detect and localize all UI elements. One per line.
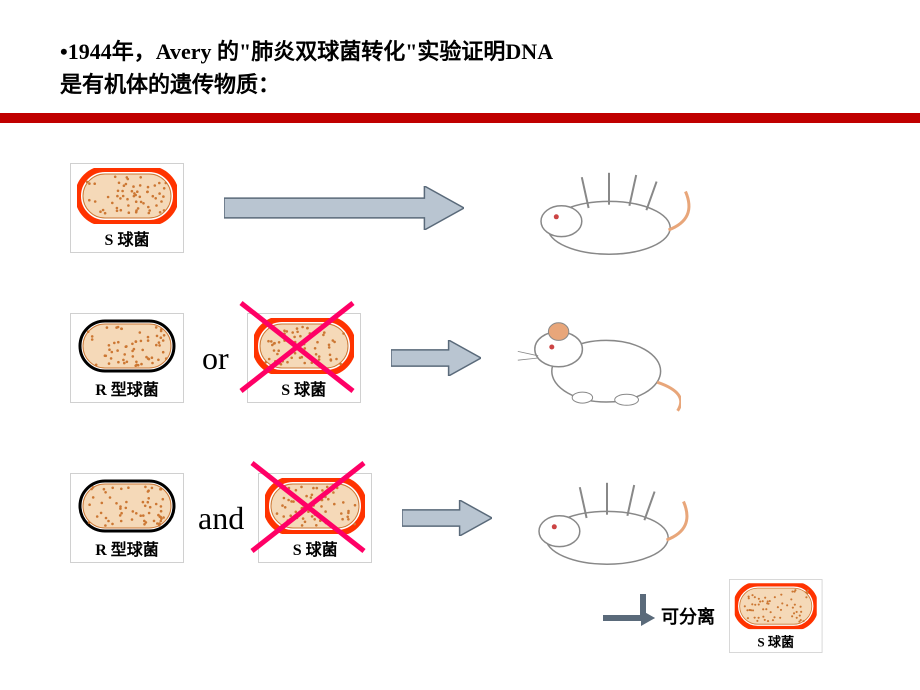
crossed-s-bacteria-2: S 球菌 — [258, 473, 372, 563]
title-line-1: •1944年，Avery 的"肺炎双球菌转化"实验证明DNA — [60, 35, 860, 68]
dead-mouse-1 — [524, 153, 694, 263]
dead-mouse-2 — [522, 463, 692, 573]
row-2: R 型球菌 or S 球菌 — [0, 303, 920, 413]
r-bacteria-label-1: R 型球菌 — [95, 376, 159, 400]
and-label: and — [198, 500, 244, 537]
separation-group: 可分离 S 球菌 — [595, 571, 843, 661]
title-area: •1944年，Avery 的"肺炎双球菌转化"实验证明DNA 是有机体的遗传物质… — [0, 0, 920, 113]
s-bacteria-box-separated: S 球菌 — [729, 579, 822, 653]
separate-label: 可分离 — [661, 603, 715, 629]
diagram-area: S 球菌 R 型球菌 or S 球菌 — [0, 123, 920, 643]
cross-icon-2 — [248, 459, 368, 555]
r-bacteria-label-2: R 型球菌 — [95, 536, 159, 560]
row-3: R 型球菌 and S 球菌 — [0, 463, 920, 573]
title-line-2: 是有机体的遗传物质： — [60, 68, 860, 101]
s-bacteria-label-1: S 球菌 — [105, 226, 150, 250]
crossed-s-bacteria-1: S 球菌 — [247, 313, 361, 403]
or-label: or — [202, 340, 229, 377]
live-mouse-1 — [511, 303, 681, 413]
row-1: S 球菌 — [0, 153, 920, 263]
cross-icon-1 — [237, 299, 357, 395]
r-bacteria-box-2: R 型球菌 — [70, 473, 184, 563]
r-bacteria-box-1: R 型球菌 — [70, 313, 184, 403]
red-divider-bar — [0, 113, 920, 123]
s-bacteria-box-1: S 球菌 — [70, 163, 184, 253]
